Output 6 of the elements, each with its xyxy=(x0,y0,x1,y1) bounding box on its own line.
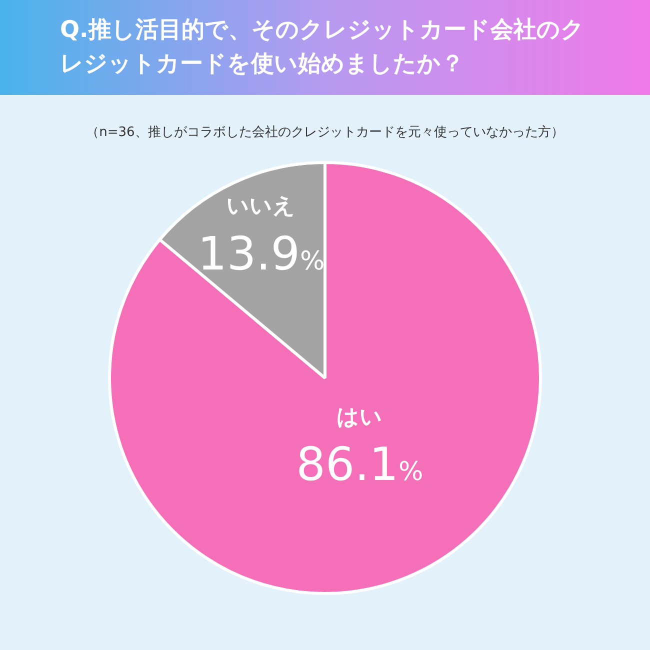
data-label: 86.1% xyxy=(296,437,424,492)
slice-label: はい xyxy=(336,404,383,430)
slice-label: いいえ xyxy=(226,194,296,220)
chart-subtitle: （n=36、推しがコラボした会社のクレジットカードを元々使っていなかった方） xyxy=(85,124,565,141)
data-label: 13.9% xyxy=(198,226,325,280)
chart-title: Q.推し活目的で、そのクレジットカード会社のクレジットカードを使い始めましたか？ xyxy=(60,16,586,78)
